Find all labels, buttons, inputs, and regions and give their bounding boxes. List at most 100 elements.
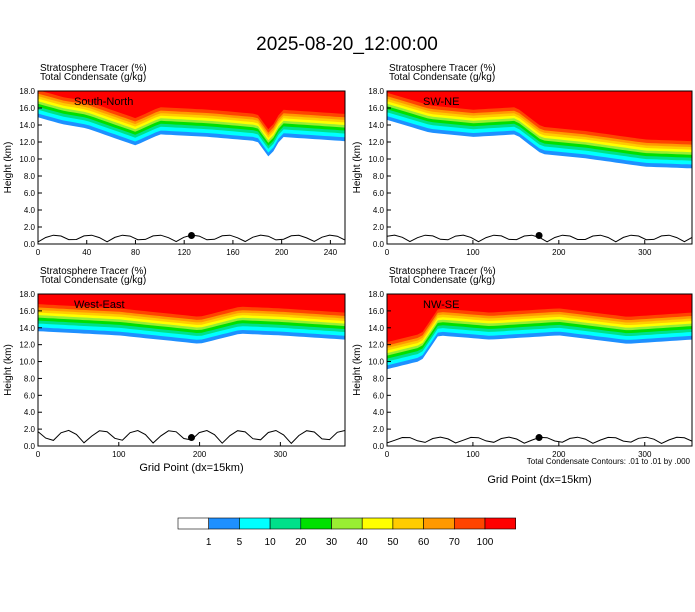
y-tick-label: 0.0 bbox=[24, 240, 36, 249]
x-tick-label: 300 bbox=[638, 450, 652, 459]
x-tick-label: 240 bbox=[324, 248, 338, 257]
y-tick-label: 2.0 bbox=[24, 425, 36, 434]
colorbar-swatch bbox=[208, 517, 240, 530]
panel-label: NW-SE bbox=[423, 299, 459, 311]
y-axis-label: Height (km) bbox=[3, 142, 14, 194]
plot-frame bbox=[386, 90, 693, 245]
y-axis-label: Height (km) bbox=[3, 344, 14, 396]
figure-title: 2025-08-20_12:00:00 bbox=[256, 34, 438, 55]
tracer-field bbox=[38, 91, 345, 244]
tracer-band bbox=[387, 294, 692, 343]
var-label-condensate: Total Condensate (g/kg) bbox=[40, 72, 146, 83]
panel-label: West-East bbox=[74, 299, 125, 311]
x-tick-label: 40 bbox=[82, 248, 91, 257]
x-tick-label: 300 bbox=[638, 248, 652, 257]
colorbar-label: 100 bbox=[477, 537, 494, 548]
y-tick-label: 10.0 bbox=[19, 155, 35, 164]
panels: Stratosphere Tracer (%)Total Condensate … bbox=[3, 63, 693, 486]
y-tick-label: 14.0 bbox=[368, 324, 384, 333]
y-tick-label: 16.0 bbox=[19, 307, 35, 316]
var-label-tracer: Stratosphere Tracer (%) bbox=[389, 63, 496, 74]
x-tick-label: 0 bbox=[385, 248, 390, 257]
colorbar-swatch bbox=[484, 517, 517, 530]
y-tick-label: 4.0 bbox=[24, 206, 36, 215]
colorbar-swatch bbox=[177, 517, 210, 530]
plot-frame bbox=[37, 293, 346, 447]
y-tick-label: 12.0 bbox=[19, 138, 35, 147]
y-tick-label: 16.0 bbox=[19, 104, 35, 113]
y-tick-label: 18.0 bbox=[19, 290, 35, 299]
x-tick-label: 300 bbox=[274, 450, 288, 459]
var-label-condensate: Total Condensate (g/kg) bbox=[389, 275, 495, 286]
panel-nwse: Stratosphere Tracer (%)Total Condensate … bbox=[352, 266, 693, 486]
colorbar-swatch bbox=[453, 517, 486, 530]
colorbar-label: 10 bbox=[265, 537, 277, 548]
x-tick-label: 80 bbox=[131, 248, 140, 257]
x-tick-label: 0 bbox=[385, 450, 390, 459]
y-tick-label: 8.0 bbox=[24, 374, 36, 383]
panel-label: SW-NE bbox=[423, 96, 459, 108]
tracer-band bbox=[387, 91, 692, 142]
y-tick-label: 12.0 bbox=[368, 138, 384, 147]
x-tick-label: 200 bbox=[552, 248, 566, 257]
y-tick-label: 2.0 bbox=[24, 223, 36, 232]
x-tick-label: 100 bbox=[112, 450, 126, 459]
y-tick-label: 2.0 bbox=[373, 223, 385, 232]
panel-we: Stratosphere Tracer (%)Total Condensate … bbox=[3, 266, 346, 474]
colorbar-swatch bbox=[423, 517, 455, 530]
x-axis-label: Grid Point (dx=15km) bbox=[487, 474, 591, 486]
x-tick-label: 160 bbox=[226, 248, 240, 257]
location-marker bbox=[188, 434, 195, 442]
x-tick-label: 200 bbox=[275, 248, 289, 257]
colorbar-swatch bbox=[361, 517, 394, 530]
y-axis-label: Height (km) bbox=[352, 344, 363, 396]
tracer-band bbox=[38, 91, 345, 130]
panel-label: South-North bbox=[74, 96, 133, 108]
y-tick-label: 0.0 bbox=[24, 442, 36, 451]
y-tick-label: 14.0 bbox=[19, 121, 35, 130]
colorbar-swatch bbox=[239, 517, 271, 530]
colorbar-label: 30 bbox=[326, 537, 338, 548]
y-tick-label: 12.0 bbox=[19, 341, 35, 350]
y-tick-label: 10.0 bbox=[368, 155, 384, 164]
y-tick-label: 0.0 bbox=[373, 240, 385, 249]
contour-note: Total Condensate Contours: .01 to .01 by… bbox=[527, 457, 691, 466]
y-tick-label: 6.0 bbox=[373, 391, 385, 400]
x-tick-label: 200 bbox=[552, 450, 566, 459]
panel-swne: Stratosphere Tracer (%)Total Condensate … bbox=[352, 63, 693, 257]
y-tick-label: 4.0 bbox=[373, 408, 385, 417]
x-tick-label: 200 bbox=[193, 450, 207, 459]
y-tick-label: 14.0 bbox=[19, 324, 35, 333]
colorbar-label: 50 bbox=[387, 537, 399, 548]
var-label-tracer: Stratosphere Tracer (%) bbox=[40, 63, 147, 74]
var-label-condensate: Total Condensate (g/kg) bbox=[389, 72, 495, 83]
y-axis-label: Height (km) bbox=[352, 142, 363, 194]
colorbar-swatch bbox=[269, 517, 302, 530]
y-tick-label: 10.0 bbox=[19, 358, 35, 367]
tracer-field bbox=[387, 91, 692, 244]
y-tick-label: 12.0 bbox=[368, 341, 384, 350]
colorbar-label: 40 bbox=[357, 537, 369, 548]
location-marker bbox=[188, 232, 195, 239]
y-tick-label: 16.0 bbox=[368, 104, 384, 113]
y-tick-label: 4.0 bbox=[24, 408, 36, 417]
y-tick-label: 8.0 bbox=[24, 172, 36, 181]
var-label-tracer: Stratosphere Tracer (%) bbox=[40, 266, 147, 277]
tracer-field bbox=[38, 294, 345, 446]
x-tick-label: 100 bbox=[466, 248, 480, 257]
x-tick-label: 0 bbox=[36, 450, 41, 459]
colorbar-label: 1 bbox=[206, 537, 212, 548]
panel-sn: Stratosphere Tracer (%)Total Condensate … bbox=[3, 63, 346, 257]
y-tick-label: 6.0 bbox=[373, 189, 385, 198]
colorbar-swatch bbox=[331, 517, 363, 530]
y-tick-label: 18.0 bbox=[19, 87, 35, 96]
x-tick-label: 120 bbox=[178, 248, 192, 257]
y-tick-label: 18.0 bbox=[368, 290, 384, 299]
location-marker bbox=[535, 232, 543, 239]
tracer-field bbox=[387, 294, 692, 446]
y-tick-label: 8.0 bbox=[373, 172, 385, 181]
var-label-tracer: Stratosphere Tracer (%) bbox=[389, 266, 496, 277]
colorbar-swatch bbox=[300, 517, 332, 530]
tracer-band bbox=[38, 294, 345, 317]
